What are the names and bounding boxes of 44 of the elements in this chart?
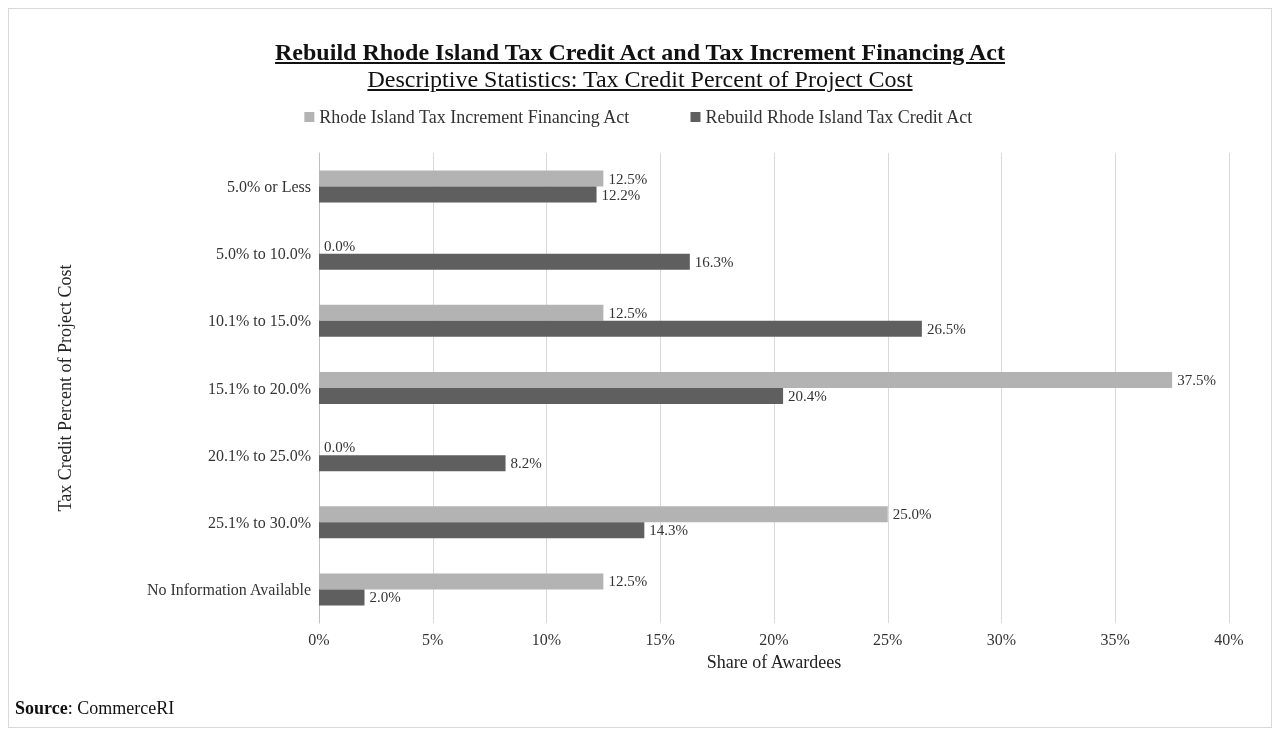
y-tick-label: 5.0% to 10.0%: [215, 245, 311, 263]
x-axis-title: Share of Awardees: [706, 652, 842, 672]
bar: [319, 320, 922, 337]
data-label: 0.0%: [324, 439, 356, 456]
data-label: 25.0%: [892, 506, 932, 523]
data-label: 2.0%: [369, 589, 401, 606]
data-label: 8.2%: [510, 455, 542, 472]
y-tick-label: 15.1% to 20.0%: [207, 379, 311, 397]
source-note: Source: CommerceRI: [15, 698, 175, 719]
data-label: 12.5%: [608, 304, 648, 321]
y-axis-title: Tax Credit Percent of Project Cost: [55, 264, 75, 512]
y-tick-label: 5.0% or Less: [227, 178, 311, 196]
y-tick-label: 10.1% to 15.0%: [207, 312, 311, 330]
x-tick-label: 30%: [986, 630, 1017, 648]
data-label: 0.0%: [324, 237, 356, 254]
bar: [319, 455, 506, 472]
y-tick-label: 20.1% to 25.0%: [207, 446, 311, 464]
x-tick-label: 0%: [308, 630, 330, 648]
legend-label: Rhode Island Tax Increment Financing Act: [319, 107, 630, 127]
chart-subtitle: Descriptive Statistics: Tax Credit Percent of Project Cost: [366, 66, 914, 93]
data-label: 37.5%: [1177, 372, 1216, 388]
data-label: 12.5%: [608, 573, 648, 590]
bar: [319, 522, 645, 539]
data-label: 16.3%: [694, 253, 734, 270]
data-label: 12.2%: [601, 186, 641, 203]
bar: [319, 253, 690, 270]
chart-title: Rebuild Rhode Island Tax Credit Act and Tax Increment Financing Act: [274, 39, 1006, 66]
data-label: 26.5%: [926, 320, 966, 337]
x-tick-label: 40%: [1214, 630, 1244, 648]
bar: [319, 388, 784, 404]
y-tick-label: 25.1% to 30.0%: [207, 513, 311, 531]
y-tick-label: No Information Available: [146, 580, 311, 598]
x-tick-label: 25%: [873, 630, 903, 648]
bar: [319, 186, 597, 203]
data-label: 20.4%: [788, 388, 827, 404]
legend-label: Rebuild Rhode Island Tax Credit Act: [705, 107, 973, 127]
data-label: 12.5%: [608, 170, 648, 187]
x-tick-label: 10%: [531, 630, 562, 648]
x-tick-label: 15%: [645, 630, 675, 648]
bar: [319, 589, 365, 606]
x-tick-label: 20%: [759, 630, 789, 648]
x-tick-label: 35%: [1100, 630, 1130, 648]
data-label: 14.3%: [649, 522, 689, 539]
x-tick-label: 5%: [422, 630, 444, 648]
